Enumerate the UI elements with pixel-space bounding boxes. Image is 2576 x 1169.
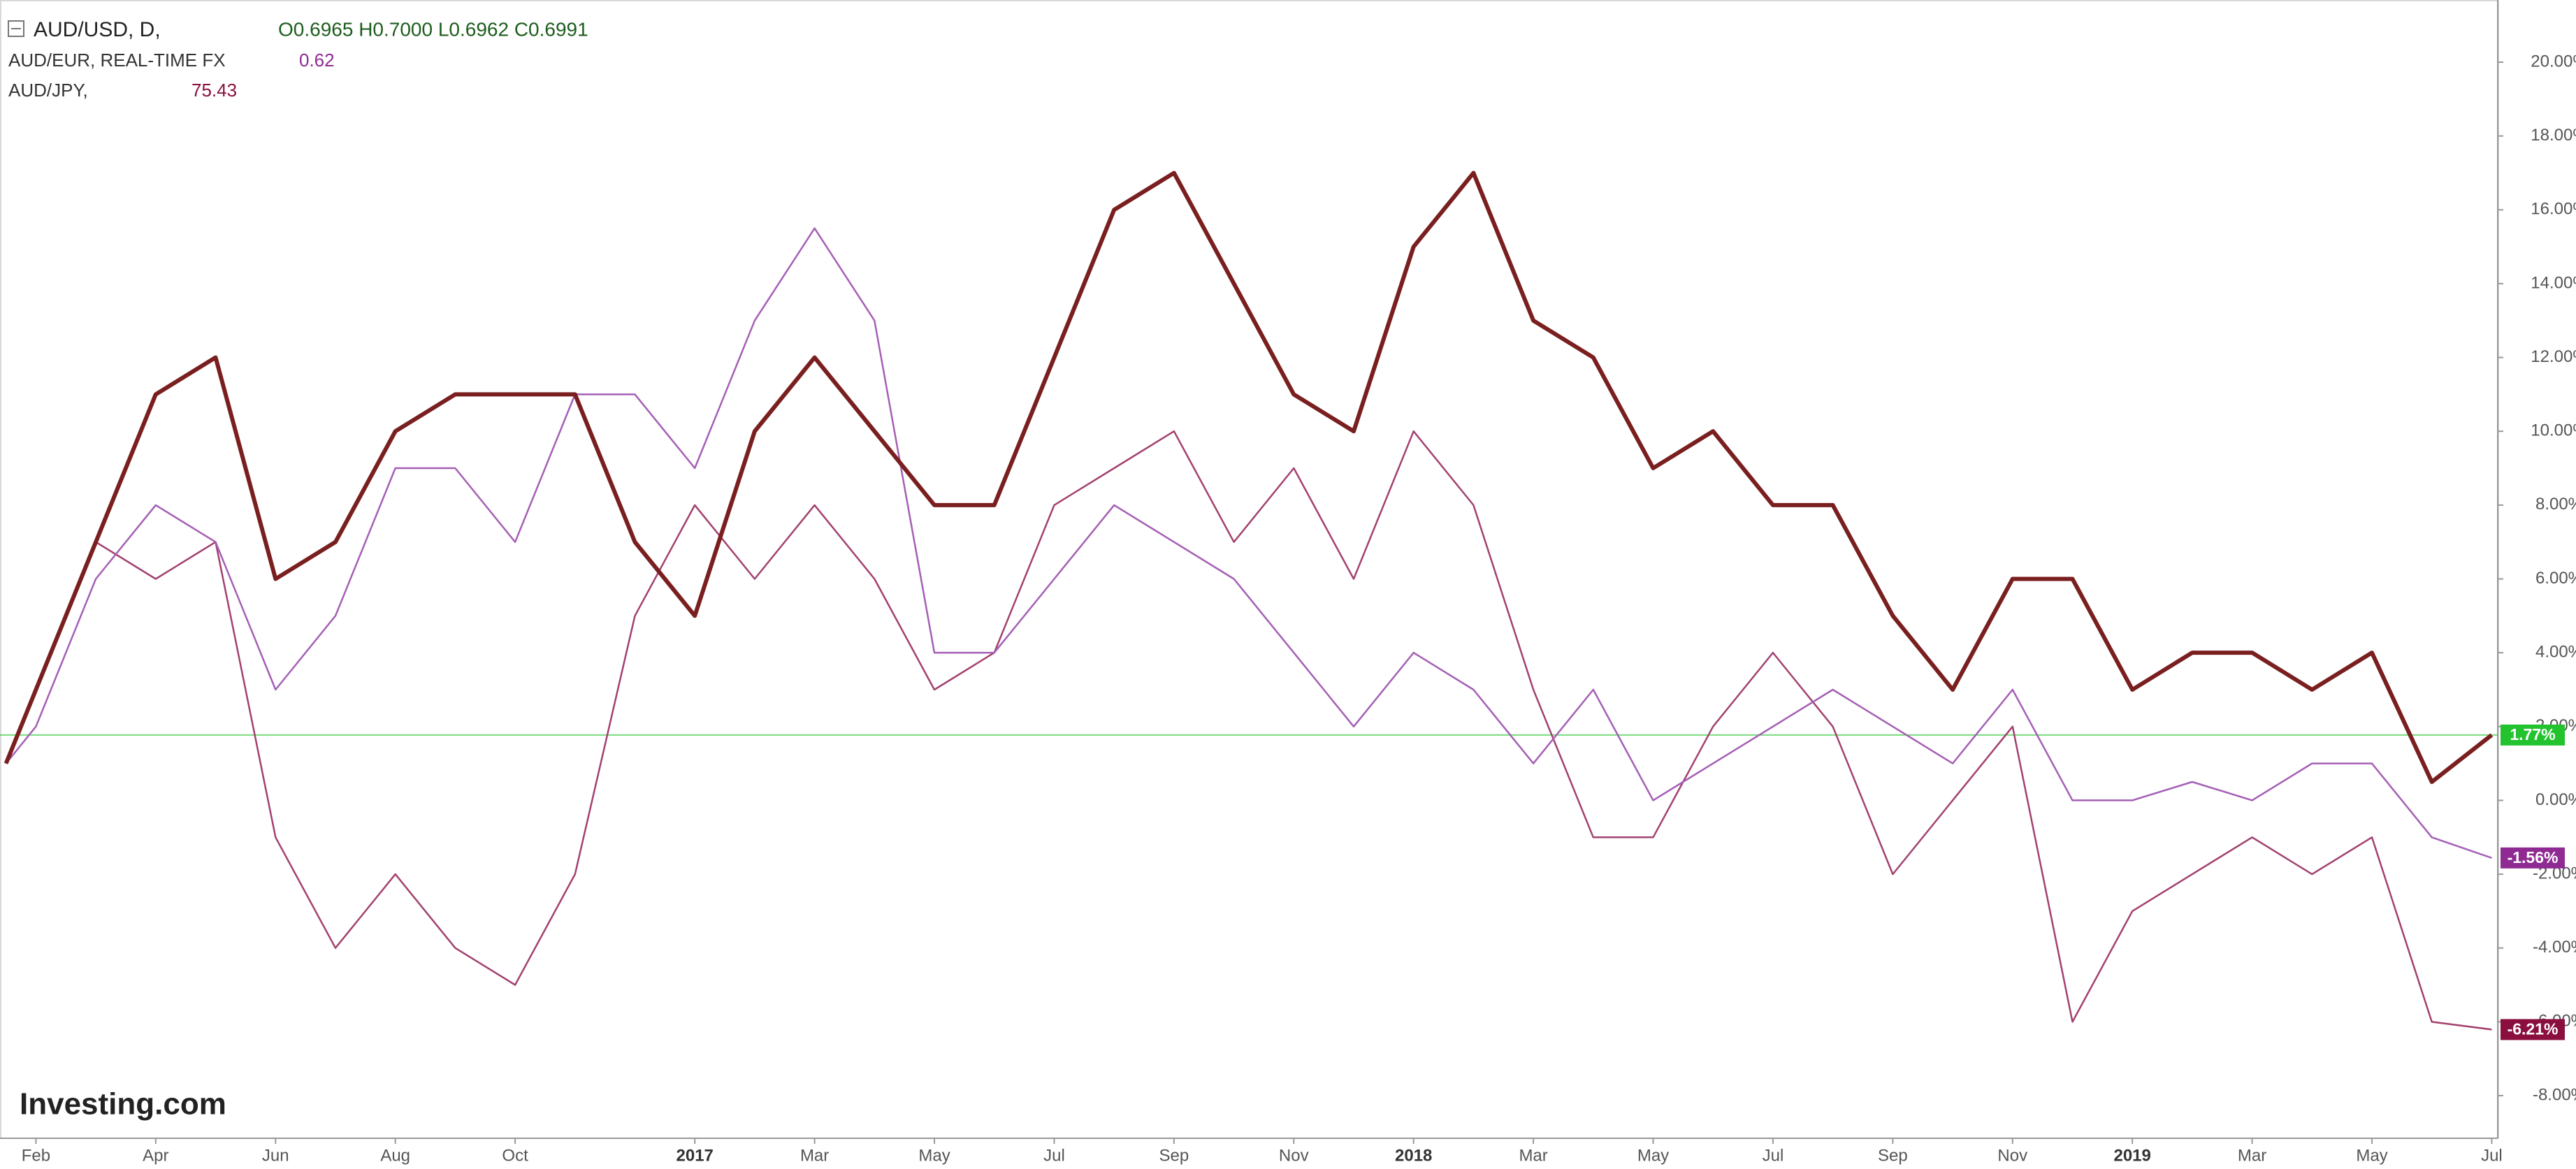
x-tick-label: 2019: [2113, 1146, 2150, 1165]
series-line: [5, 430, 2492, 1031]
y-tick-label: 14.00%: [2531, 273, 2576, 292]
y-tick-label: 18.00%: [2531, 126, 2576, 145]
x-tick-label: May: [918, 1146, 950, 1165]
series-line: [5, 227, 2492, 859]
x-tick-label: Mar: [800, 1146, 829, 1165]
x-tick-label: Sep: [1159, 1146, 1189, 1165]
x-tick-label: Jul: [2481, 1146, 2503, 1165]
compare-label: AUD/JPY,: [8, 80, 88, 101]
y-tick-label: 4.00%: [2535, 642, 2576, 661]
y-tick-label: 12.00%: [2531, 347, 2576, 366]
y-tick-label: 6.00%: [2535, 569, 2576, 588]
symbol-label: AUD/USD, D,: [34, 18, 161, 41]
compare-value: 75.43: [191, 80, 237, 101]
last-value-label: 1.77%: [2510, 725, 2555, 743]
x-tick-label: May: [1637, 1146, 1669, 1165]
last-value-badge: [2501, 1019, 2565, 1040]
x-tick-label: Mar: [2238, 1146, 2266, 1165]
x-tick-label: Apr: [143, 1146, 168, 1165]
x-tick-label: Jul: [1043, 1146, 1065, 1165]
collapse-icon[interactable]: [8, 20, 24, 37]
x-tick-label: Jun: [262, 1146, 289, 1165]
last-value-badge: [2501, 847, 2565, 869]
logo: Investing.com: [20, 1087, 226, 1121]
x-tick-label: Sep: [1878, 1146, 1908, 1165]
x-tick-label: Mar: [1519, 1146, 1547, 1165]
series-line: [3, 170, 2494, 784]
y-tick-label: 8.00%: [2535, 495, 2576, 514]
x-tick-label: Aug: [380, 1146, 410, 1165]
last-value-badge: [2501, 724, 2565, 746]
x-tick-label: Jul: [1763, 1146, 1784, 1165]
x-tick-label: 2018: [1395, 1146, 1432, 1165]
x-tick-label: Nov: [1997, 1146, 2027, 1165]
ohlc-values: O0.6965 H0.7000 L0.6962 C0.6991: [278, 18, 588, 40]
last-value-label: -6.21%: [2508, 1020, 2559, 1038]
x-tick-label: 2017: [676, 1146, 714, 1165]
y-tick-label: 0.00%: [2535, 790, 2576, 809]
y-tick-label: -4.00%: [2533, 938, 2576, 957]
y-tick-label: 20.00%: [2531, 52, 2576, 71]
x-tick-label: Nov: [1279, 1146, 1309, 1165]
compare-label: AUD/EUR, REAL-TIME FX: [8, 50, 226, 71]
x-tick-label: Oct: [502, 1146, 528, 1165]
x-tick-label: May: [2356, 1146, 2387, 1165]
y-tick-label: 10.00%: [2531, 421, 2576, 440]
compare-value: 0.62: [299, 50, 335, 71]
y-tick-label: -8.00%: [2533, 1085, 2576, 1104]
y-tick-label: 16.00%: [2531, 200, 2576, 219]
last-value-label: -1.56%: [2508, 848, 2559, 866]
x-tick-label: Feb: [22, 1146, 50, 1165]
